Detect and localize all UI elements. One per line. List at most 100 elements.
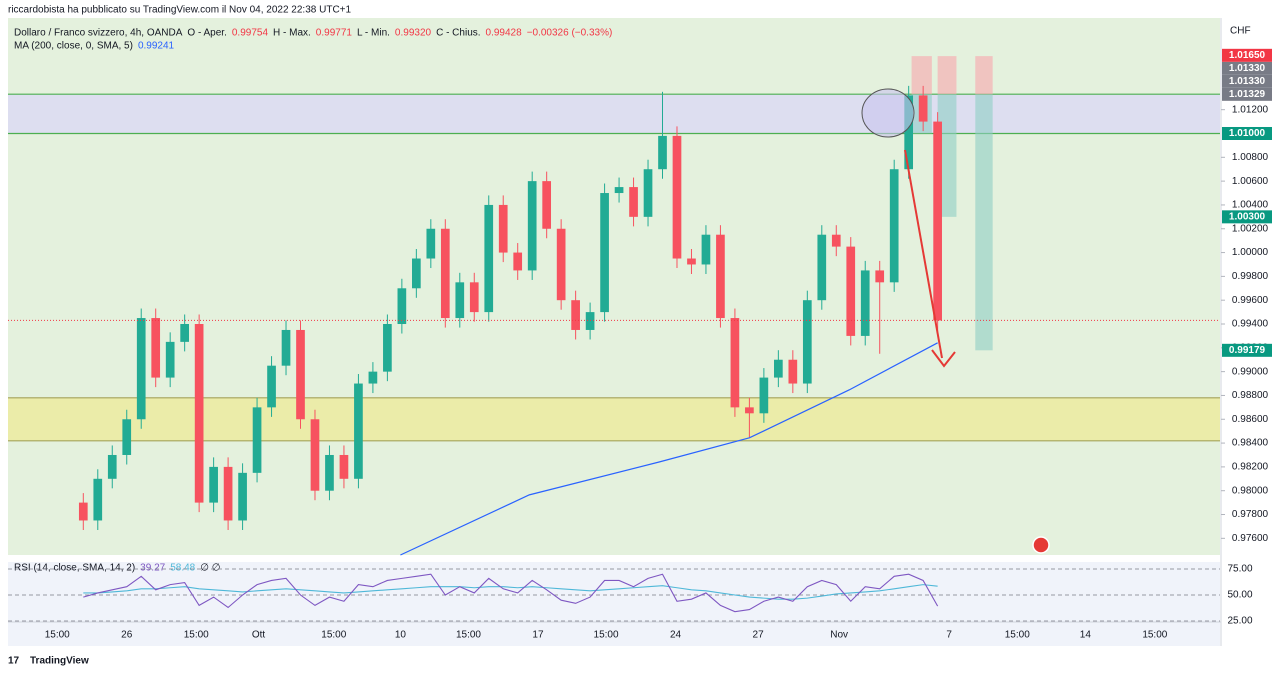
zone [8,94,1220,134]
candle-body [209,466,218,503]
stop-zone [937,56,957,95]
x-tick-label: 17 [532,630,544,641]
candle-body [281,329,291,366]
y-tick-label: 1.00200 [1232,223,1269,234]
candle-body [585,312,595,330]
highlight-circle [861,88,915,138]
candle-body [78,502,88,521]
candle-body [339,454,349,479]
ma-line [400,342,938,556]
legend-change: −0.00326 (−0.33%) [527,28,613,39]
price-label-box [1222,87,1272,101]
candle-body [817,234,827,301]
rsi-pane [8,562,1220,646]
candle-body [889,169,899,283]
rsi-tick-label: 25.00 [1227,616,1252,627]
x-tick-label: 15:00 [594,630,619,641]
y-tick-label: 0.98800 [1232,390,1269,401]
x-tick-label: 26 [121,630,133,641]
candle-body [368,371,378,384]
x-tick-label: 24 [670,630,682,641]
candle-body [730,318,740,408]
candle-body [527,181,537,271]
legend-label: L - Min. [357,28,390,39]
candle-body [165,341,175,378]
candle-body [440,228,450,319]
x-tick-label: 15:00 [184,630,209,641]
rsi-sma-value: 58.48 [170,563,195,574]
y-tick-label: 1.00600 [1232,176,1269,187]
stop-zone [911,56,932,95]
candle-body [788,359,798,384]
price-label-box [1222,74,1272,88]
y-tick-label: 0.99600 [1232,295,1269,306]
candle-body [831,234,841,247]
target-zone [937,94,957,217]
candle-body [904,95,914,170]
rsi-tick-label: 75.00 [1227,564,1252,575]
stop-zone [975,56,993,95]
y-tick-label: 1.00400 [1232,200,1269,211]
candle-body [918,95,928,122]
rsi-value: 39.27 [140,563,165,574]
candle-body [412,258,421,289]
rsi-na: ∅ ∅ [200,563,220,574]
target-zone [975,94,993,351]
candle-body [860,270,870,336]
candle-body [687,258,696,265]
candle-body [383,324,392,372]
rsi-line [83,573,939,613]
legend-value: 0.99428 [486,28,523,39]
candle-body [252,407,262,473]
candle-body [542,181,552,229]
price-label: 1.01330 [1229,76,1266,87]
x-tick-label: Nov [830,630,848,641]
candle-body [238,472,247,521]
candle-body [469,282,479,313]
candle-body [774,359,783,378]
price-label: 1.00300 [1229,211,1266,222]
candle-body [875,270,885,283]
legend-label: O - Aper. [187,28,226,39]
price-label-box [1222,126,1272,140]
event-flag [1032,536,1050,554]
zone [8,397,1220,441]
candle-body [802,300,812,384]
candle-body [600,193,609,313]
price-label: 1.01650 [1229,50,1266,61]
candle-body [745,407,754,414]
candle-body [296,329,305,420]
y-tick-label: 0.98600 [1232,414,1269,425]
candle-body [194,324,204,503]
candle-body [571,300,580,330]
ma-value: 0.99241 [138,41,175,52]
legend-value: 0.99754 [232,28,269,39]
y-tick-label: 0.99000 [1232,366,1269,377]
candle-body [614,187,624,194]
candle-body [223,466,233,521]
price-label: 1.01000 [1229,128,1266,139]
candle-body [658,135,667,170]
price-label-box [1222,61,1272,75]
brand-logo: 17 [8,656,20,667]
price-label-box [1222,210,1272,224]
x-tick-label: 15:00 [1005,630,1030,641]
candle-body [136,318,146,420]
candle-body [107,454,117,479]
candle-body [354,383,363,479]
arrow-shaft [904,149,943,359]
candle-body [397,288,407,325]
candle-body [556,228,566,301]
price-label: 1.01330 [1229,63,1266,74]
candle-body [180,324,190,342]
candle-body [643,169,653,217]
x-tick-label: 7 [946,630,952,641]
price-label: 1.01329 [1229,89,1266,100]
x-tick-label: 15:00 [45,630,70,641]
candle-body [716,234,725,319]
y-tick-label: 0.98200 [1232,462,1269,473]
publisher: riccardobista ha pubblicato su TradingVi… [8,5,352,16]
currency: CHF [1230,26,1251,37]
title: Dollaro / Franco svizzero, 4h, OANDA [14,28,183,39]
x-tick-label: 10 [395,630,407,641]
